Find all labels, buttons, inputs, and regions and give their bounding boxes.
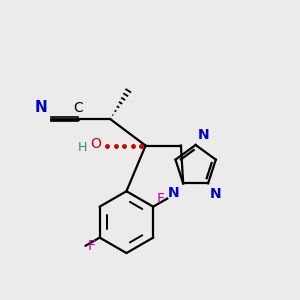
Text: N: N xyxy=(35,100,48,115)
Text: N: N xyxy=(198,128,210,142)
Text: N: N xyxy=(210,187,221,201)
Text: O: O xyxy=(91,137,101,151)
Text: H: H xyxy=(78,141,87,154)
Text: F: F xyxy=(157,192,165,206)
Text: C: C xyxy=(73,101,83,115)
Text: F: F xyxy=(88,239,96,253)
Text: N: N xyxy=(168,186,180,200)
